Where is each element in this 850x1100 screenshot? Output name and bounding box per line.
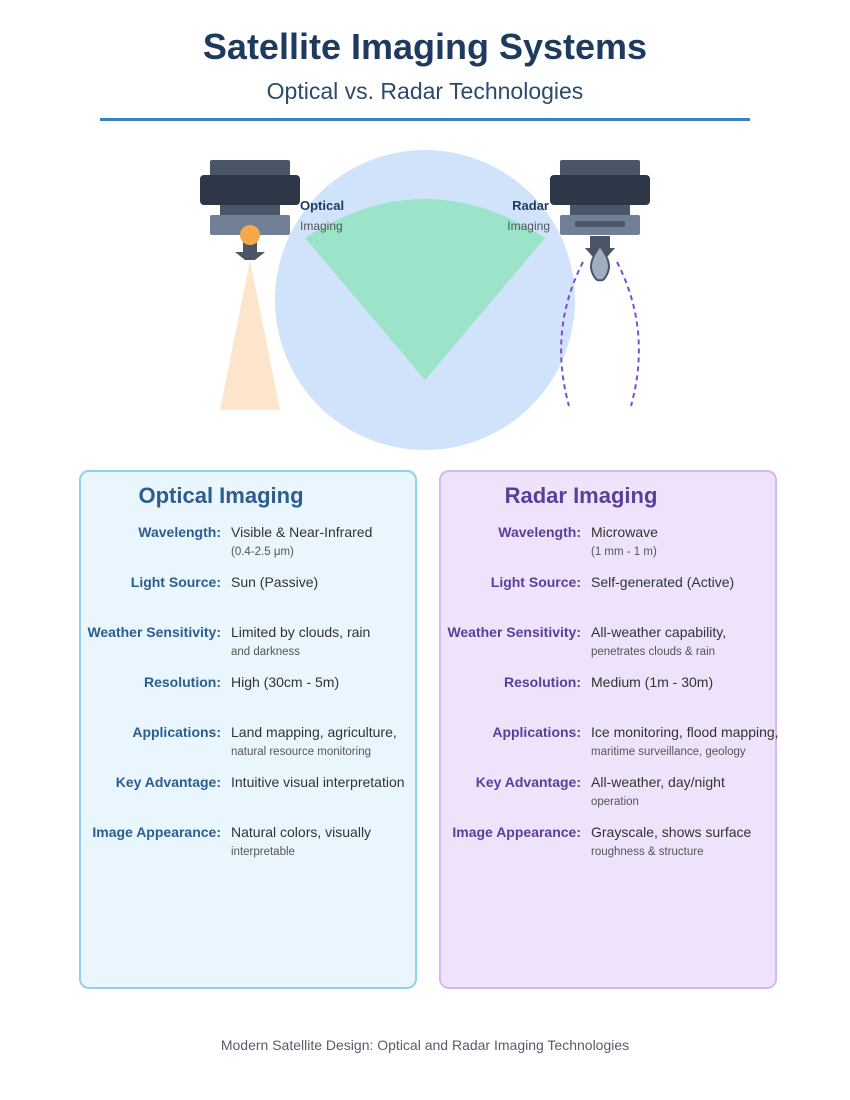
radar-diagram-sublabel: Imaging xyxy=(507,219,550,233)
radar-satellite-icon xyxy=(550,160,650,282)
row-value: Microwave xyxy=(591,524,658,540)
optical-row-weather: Weather Sensitivity: Limited by clouds, … xyxy=(81,624,419,674)
footer-caption: Modern Satellite Design: Optical and Rad… xyxy=(220,1037,630,1053)
row-value: Intuitive visual interpretation xyxy=(231,774,405,790)
row-value: Ice monitoring, flood mapping, xyxy=(591,724,779,740)
row-value: All-weather capability, xyxy=(591,624,727,640)
row-label: Weather Sensitivity: xyxy=(87,624,221,640)
row-subvalue: operation xyxy=(591,796,639,808)
row-value: All-weather, day/night xyxy=(591,774,725,790)
row-label: Image Appearance: xyxy=(92,824,221,840)
row-value: Visible & Near-Infrared xyxy=(231,524,373,540)
optical-panel: Optical Imaging Wavelength: Visible & Ne… xyxy=(79,470,417,989)
optical-panel-title: Optical Imaging xyxy=(138,483,304,508)
radar-panel: Radar Imaging Wavelength: Microwave (1 m… xyxy=(439,470,779,989)
radar-diagram-label: Radar xyxy=(512,198,549,213)
radar-row-resolution: Resolution: Medium (1m - 30m) xyxy=(441,674,779,724)
coverage-area xyxy=(305,199,545,380)
optical-row-resolution: Resolution: High (30cm - 5m) xyxy=(81,674,419,724)
row-subvalue: natural resource monitoring xyxy=(231,746,371,758)
optical-row-applications: Applications: Land mapping, agriculture,… xyxy=(81,724,419,774)
row-label: Applications: xyxy=(132,724,221,740)
row-value: Limited by clouds, rain xyxy=(231,624,371,640)
optical-beam xyxy=(220,260,280,410)
row-value: High (30cm - 5m) xyxy=(231,674,340,690)
radar-row-weather: Weather Sensitivity: All-weather capabil… xyxy=(441,624,779,674)
row-label: Light Source: xyxy=(490,574,581,590)
radar-row-wavelength: Wavelength: Microwave (1 mm - 1 m) xyxy=(441,524,779,574)
row-value: Sun (Passive) xyxy=(231,574,319,590)
row-label: Resolution: xyxy=(144,674,221,690)
row-label: Key Advantage: xyxy=(115,774,221,790)
row-subvalue: interpretable xyxy=(231,846,295,858)
radar-row-image-appearance: Image Appearance: Grayscale, shows surfa… xyxy=(441,824,779,874)
row-subvalue: maritime surveillance, geology xyxy=(591,746,746,758)
row-subvalue: (1 mm - 1 m) xyxy=(591,546,657,558)
row-value: Grayscale, shows surface xyxy=(591,824,752,840)
radar-wave-left xyxy=(560,261,584,407)
page-subtitle: Optical vs. Radar Technologies xyxy=(266,78,584,104)
optical-diagram-label: Optical xyxy=(300,198,344,213)
optical-diagram-sublabel: Imaging xyxy=(300,219,343,233)
row-subvalue: (0.4-2.5 μm) xyxy=(231,546,294,558)
row-label: Image Appearance: xyxy=(452,824,581,840)
optical-satellite-icon xyxy=(200,160,300,260)
title-divider xyxy=(100,118,750,121)
row-value: Medium (1m - 30m) xyxy=(591,674,714,690)
page-title: Satellite Imaging Systems xyxy=(202,26,648,67)
radar-row-applications: Applications: Ice monitoring, flood mapp… xyxy=(441,724,779,774)
optical-row-light-source: Light Source: Sun (Passive) xyxy=(81,574,419,624)
row-label: Key Advantage: xyxy=(475,774,581,790)
row-subvalue: and darkness xyxy=(231,646,301,658)
satellite-diagram: Optical Imaging Radar Imaging xyxy=(200,150,650,450)
row-subvalue: penetrates clouds & rain xyxy=(591,646,716,658)
row-value: Self-generated (Active) xyxy=(591,574,735,590)
row-label: Weather Sensitivity: xyxy=(447,624,581,640)
optical-row-key-advantage: Key Advantage: Intuitive visual interpre… xyxy=(81,774,419,824)
row-label: Light Source: xyxy=(130,574,221,590)
row-label: Wavelength: xyxy=(498,524,581,540)
radar-wave-right xyxy=(616,261,640,407)
row-label: Resolution: xyxy=(504,674,581,690)
radar-row-key-advantage: Key Advantage: All-weather, day/night op… xyxy=(441,774,779,824)
row-value: Natural colors, visually xyxy=(231,824,372,840)
row-value: Land mapping, agriculture, xyxy=(231,724,397,740)
row-label: Applications: xyxy=(492,724,581,740)
optical-row-image-appearance: Image Appearance: Natural colors, visual… xyxy=(81,824,419,874)
row-subvalue: roughness & structure xyxy=(591,846,704,858)
optical-row-wavelength: Wavelength: Visible & Near-Infrared (0.4… xyxy=(81,524,419,574)
row-label: Wavelength: xyxy=(138,524,221,540)
radar-panel-title: Radar Imaging xyxy=(504,483,658,508)
radar-row-light-source: Light Source: Self-generated (Active) xyxy=(441,574,779,624)
